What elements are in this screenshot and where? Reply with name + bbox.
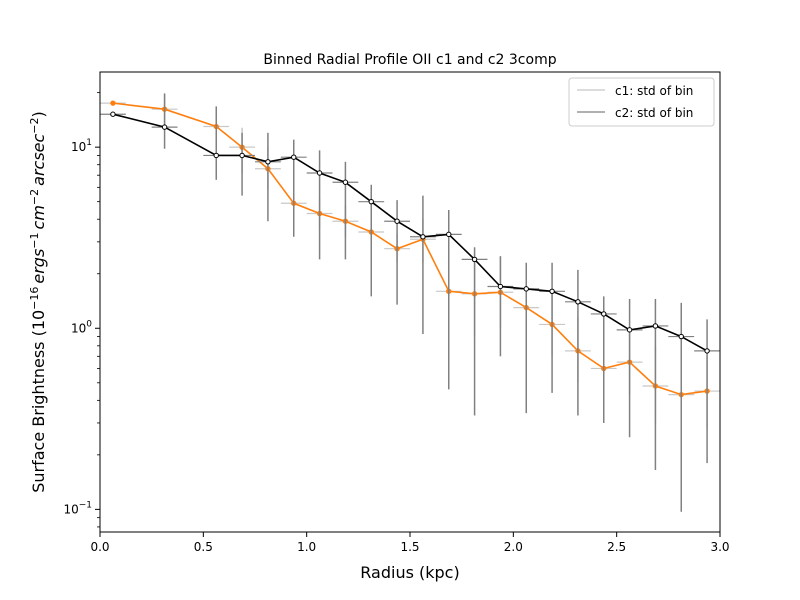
- legend-box: [568, 77, 715, 127]
- plot-area: [100, 93, 720, 512]
- legend-label-c2: c2: std of bin: [615, 106, 693, 120]
- data-point: [704, 348, 710, 354]
- data-point: [626, 327, 633, 333]
- legend-label-c1: c1: std of bin: [615, 84, 693, 98]
- y-tick-label: 101: [71, 138, 92, 154]
- x-tick-label: 0.0: [90, 540, 109, 554]
- data-point: [239, 152, 245, 159]
- data-point: [368, 198, 374, 205]
- data-point: [291, 154, 297, 160]
- series-1: [100, 94, 720, 429]
- y-axis: 10−1 100 101: [63, 92, 100, 528]
- data-point: [601, 311, 607, 317]
- chart-title: Binned Radial Profile OII c1 and c2 3com…: [263, 52, 556, 68]
- x-tick-label: 2.0: [504, 540, 523, 554]
- series-2: [100, 93, 720, 512]
- data-point: [394, 218, 400, 224]
- y-tick-label: 100: [71, 319, 92, 335]
- data-point: [110, 111, 116, 117]
- x-tick-label: 1.0: [297, 540, 316, 554]
- x-tick-label: 0.5: [194, 540, 213, 554]
- data-point: [446, 231, 452, 238]
- series-line: [112, 113, 708, 352]
- x-tick-label: 3.0: [710, 540, 729, 554]
- data-point: [471, 256, 478, 263]
- data-point: [342, 179, 349, 185]
- x-tick-label: 1.5: [400, 540, 419, 554]
- data-point: [161, 124, 168, 130]
- x-axis-label: Radius (kpc): [360, 563, 459, 582]
- data-point: [316, 170, 323, 176]
- data-point: [575, 299, 581, 305]
- plot-frame: [99, 71, 721, 533]
- data-point: [110, 100, 116, 106]
- x-tick-label: 2.5: [607, 540, 626, 554]
- legend: c1: std of bin c2: std of bin: [568, 77, 715, 127]
- data-point: [678, 333, 684, 340]
- data-point: [549, 288, 555, 294]
- data-point: [265, 159, 271, 165]
- data-point: [523, 286, 529, 292]
- y-tick-label: 10−1: [63, 500, 92, 516]
- data-point: [420, 234, 426, 240]
- data-point: [497, 283, 504, 290]
- x-axis: 0.0 0.5 1.0 1.5 2.0 2.5 3.0: [90, 532, 730, 554]
- y-axis-label: Surface Brightness (10−16ergs−1cm−2arcse…: [28, 111, 48, 493]
- data-point: [652, 323, 659, 329]
- data-point: [213, 152, 219, 159]
